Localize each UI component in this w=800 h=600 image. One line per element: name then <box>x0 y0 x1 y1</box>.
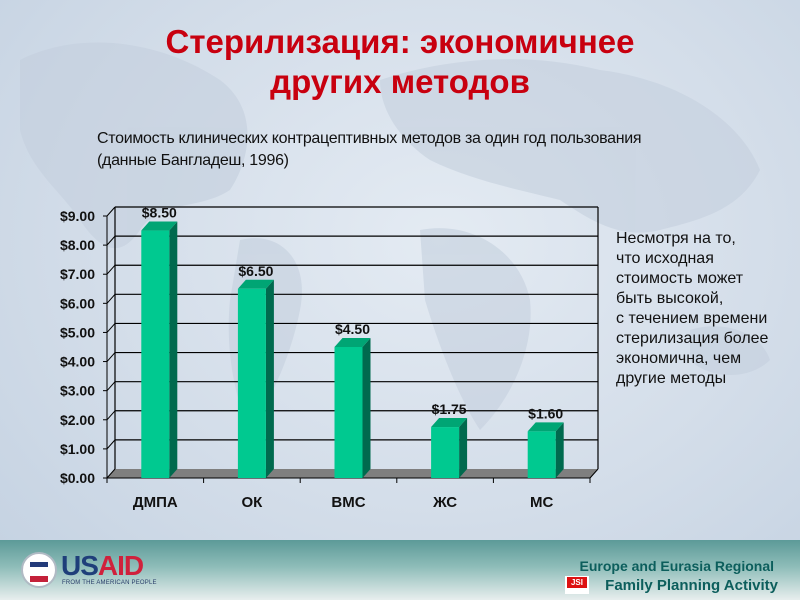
x-category-label: ДМПА <box>133 494 178 511</box>
x-category-label: ОК <box>241 494 263 511</box>
bar-3 <box>334 347 363 478</box>
value-label: $4.50 <box>335 321 370 337</box>
jsi-logo: JSI <box>565 576 589 594</box>
bar-top <box>334 338 371 347</box>
y-tick-label: $7.00 <box>60 266 95 282</box>
subtitle-line-1: Стоимость клинических контрацептивных ме… <box>97 130 642 147</box>
bar-5 <box>527 431 556 478</box>
value-label: $8.50 <box>142 205 177 221</box>
title-line-1: Стерилизация: экономичнее <box>165 23 635 60</box>
note-line: быть высокой, <box>616 290 724 307</box>
y-tick-label: $1.00 <box>60 441 95 457</box>
bar-1 <box>141 230 170 478</box>
bar-top <box>431 418 468 428</box>
usaid-seal-icon <box>21 552 57 588</box>
note-line: стоимость может <box>616 270 744 287</box>
floor-edge <box>589 468 599 479</box>
side-grid <box>106 468 116 479</box>
side-grid <box>106 294 116 304</box>
bar-2 <box>237 288 266 478</box>
y-tick-label: $0.00 <box>60 470 95 486</box>
bar-top <box>141 221 178 231</box>
bar-top <box>237 279 274 289</box>
bar-side <box>169 221 178 479</box>
title-line-2: других методов <box>270 63 530 100</box>
y-tick-label: $4.00 <box>60 354 95 370</box>
bar-chart: $0.00 $1.00 $2.00 $3.00 $4.00 $5.00 $6.00 $7.00… <box>60 205 599 511</box>
bar-4 <box>431 427 460 478</box>
note-line: с течением времени <box>616 310 768 327</box>
slide-title: Стерилизация: экономичнее других методов <box>0 22 800 102</box>
y-tick-label: $8.00 <box>60 237 95 253</box>
y-tick-label: $6.00 <box>60 295 95 311</box>
side-grid <box>106 264 116 275</box>
side-grid <box>106 323 116 333</box>
bar-side <box>459 418 468 478</box>
note-line: стерилизация более <box>616 330 769 347</box>
x-category-label: ЖС <box>432 494 457 511</box>
note-line: что исходная <box>616 250 714 267</box>
y-tick-label: $2.00 <box>60 412 95 428</box>
bar-side <box>555 422 564 478</box>
bar-top <box>527 422 564 432</box>
project-name-line-1: Europe and Eurasia Regional <box>579 558 775 574</box>
side-grid <box>106 206 116 217</box>
side-grid <box>106 410 116 421</box>
side-grid <box>106 439 116 450</box>
footer-banner: USAID FROM THE AMERICAN PEOPLE Europe an… <box>0 540 800 600</box>
y-tick-label: $9.00 <box>60 208 95 224</box>
value-label: $1.60 <box>528 405 563 421</box>
side-grid <box>106 381 116 391</box>
chart-subtitle: Стоимость клинических контрацептивных ме… <box>97 128 642 172</box>
usaid-logo: USAID <box>61 550 144 581</box>
y-tick-label: $5.00 <box>60 324 95 340</box>
side-note: Несмотря на то, что исходная стоимость мож… <box>616 229 768 389</box>
bar-side <box>362 338 371 478</box>
y-tick-label: $3.00 <box>60 383 95 399</box>
subtitle-line-2: (данные Бангладеш, 1996) <box>97 152 289 169</box>
usaid-tagline: FROM THE AMERICAN PEOPLE <box>62 580 157 586</box>
side-grid <box>106 235 116 246</box>
value-label: $6.50 <box>238 263 273 279</box>
bar-side <box>265 279 274 478</box>
note-line: экономична, чем <box>616 350 742 367</box>
side-grid <box>106 352 116 362</box>
x-category-label: ВМС <box>331 494 365 511</box>
note-line: Несмотря на то, <box>616 230 736 247</box>
value-label: $1.75 <box>432 401 467 417</box>
project-name-line-2: Family Planning Activity <box>605 577 778 594</box>
note-line: другие методы <box>616 370 727 387</box>
x-category-label: МС <box>530 494 553 511</box>
